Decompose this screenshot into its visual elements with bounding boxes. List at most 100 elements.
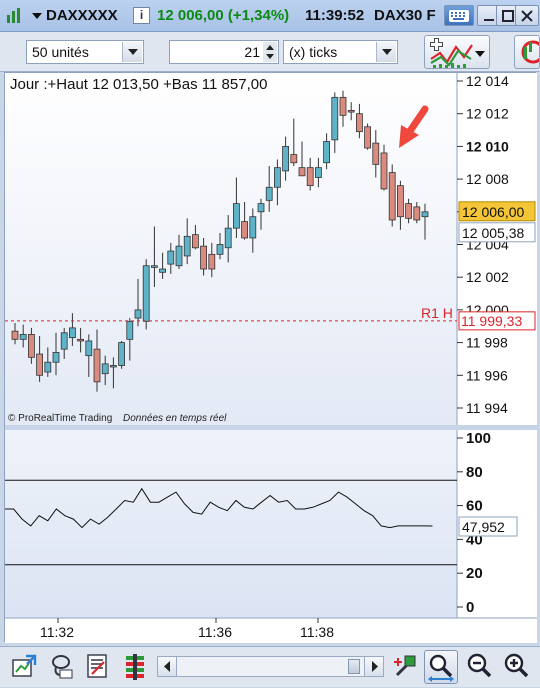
price-tick-label: 12 012 [466,106,509,122]
symbol-dropdown-icon[interactable] [31,11,43,21]
candle [27,327,35,364]
candle [134,278,142,327]
oscillator-tick-label: 20 [466,565,483,582]
chevron-down-icon[interactable] [376,42,396,62]
time-tick-label: 11:36 [198,624,232,640]
watermark-brand: © ProRealTime Trading [8,413,112,424]
ticks-unit-select[interactable]: (x) ticks [283,40,398,64]
price-tick-label: 12 008 [466,171,509,187]
candle [290,118,298,167]
candle [405,198,413,224]
scroll-left-button[interactable] [158,657,177,676]
candle [339,90,347,127]
spinner-icon[interactable] [263,42,277,62]
candle [183,218,191,265]
candles-layer [11,90,429,392]
chevron-left-icon [164,661,170,672]
candle [69,313,76,346]
title-bar: DAXXXXX i 12 006,00 (+1,34%) 11:39:52 DA… [0,0,540,32]
zoom-chart-icon[interactable] [10,652,38,680]
scroll-right-button[interactable] [364,657,383,676]
candle [77,327,84,353]
oscillator-value: 47,952 [462,519,505,535]
auto-scroll-icon[interactable] [392,652,420,680]
minimize-icon [484,19,494,21]
bars-settings-icon[interactable] [121,652,149,680]
candle [421,203,429,240]
time-tick-label: 11:38 [300,624,334,640]
candle [298,141,306,177]
second-price-label: 12 005,38 [462,225,524,241]
r1-value: 11 999,33 [461,313,522,329]
oscillator-value-box [458,516,518,537]
candle [380,144,388,191]
candle [331,92,339,153]
price-change: 12 006,00 (+1,34%) [157,7,290,24]
candle [191,224,199,250]
price-tick-label: 12 014 [466,73,509,89]
price-tick-label: 11 996 [466,367,508,383]
oscillator-line [5,487,433,529]
candle [208,242,216,278]
candle [257,198,265,230]
candle [413,201,421,224]
candle [364,123,372,150]
drawing-list-icon[interactable] [84,652,112,680]
price-tick-label: 11 994 [466,400,508,416]
chart-style-button[interactable] [514,35,540,69]
horizontal-scrollbar[interactable] [157,656,384,677]
candle [232,177,240,238]
candle [52,332,60,376]
candle [347,102,355,121]
candle [306,157,314,191]
oscillator-tick-label: 100 [466,430,491,447]
candle [11,322,19,345]
scroll-thumb[interactable] [348,659,360,674]
zoom-out-icon[interactable] [465,652,493,680]
zoom-auto-button[interactable] [424,650,458,684]
chevron-down-icon[interactable] [122,42,142,62]
candle [200,237,208,276]
lasso-icon[interactable] [47,652,75,680]
candle [118,340,125,369]
candle [60,327,68,359]
instrument-name: DAX30 F [374,7,436,24]
candle [110,357,117,389]
clock-time: 11:39:52 [305,7,365,24]
candle [265,166,273,212]
candle [273,159,281,206]
r1-label: R1 H [421,305,453,321]
ticks-count-value: 21 [244,44,260,60]
candle [36,336,44,382]
candle [19,324,27,348]
candle [93,329,101,392]
time-tick-label: 11:32 [40,624,74,640]
candle [396,180,404,230]
chart-toolbar: 50 unités 21 (x) ticks [0,32,540,72]
info-icon[interactable]: i [133,7,150,24]
candle [216,233,224,260]
chevron-down-icon[interactable] [474,49,486,59]
last-price-box [458,201,536,222]
candle [175,234,183,270]
maximize-button[interactable] [496,5,520,26]
ticks-count-input[interactable]: 21 [169,40,279,64]
close-button[interactable] [515,5,539,26]
second-price-box [458,222,536,243]
indicators-button[interactable] [424,35,490,69]
symbol-name[interactable]: DAXXXXX [46,7,118,24]
watermark-realtime: Données en temps réel [123,413,227,424]
zoom-auto-icon [428,654,454,682]
r1-value-box [458,311,536,331]
units-select[interactable]: 50 unités [26,40,144,64]
maximize-icon [502,10,514,22]
keyboard-button[interactable] [444,5,474,26]
time-axis: 11:32 11:36 11:38 [40,618,334,640]
zoom-in-icon[interactable] [502,652,530,680]
candle [85,334,93,377]
close-icon [521,10,533,22]
ticks-unit-value: (x) ticks [289,44,338,60]
